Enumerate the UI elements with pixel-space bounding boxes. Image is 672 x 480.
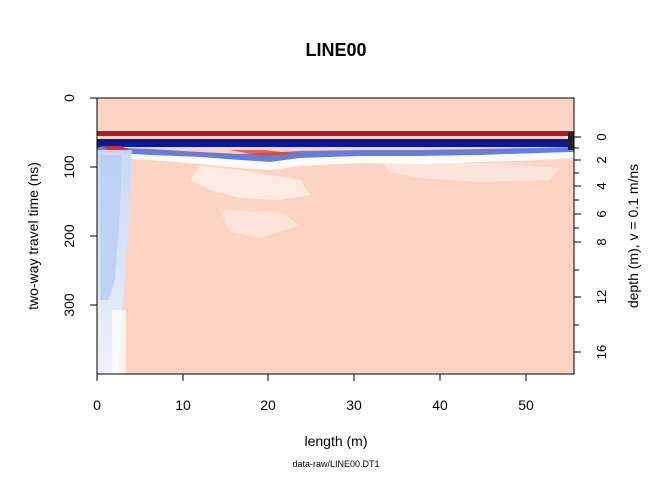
right-edge-mark (568, 132, 574, 150)
depth-tick-12: 12 (574, 290, 609, 304)
y-tick-200: 200 (61, 224, 97, 248)
depth-tick-2: 2 (574, 156, 609, 164)
depth-tick-label-16: 16 (594, 345, 609, 359)
x-axis-label: length (m) (304, 433, 367, 449)
chart-subtitle: data-raw/LINE00.DT1 (292, 459, 379, 469)
x-tick-30: 30 (346, 374, 362, 413)
y-tick-label-100: 100 (61, 155, 77, 179)
ground-wave-lower (97, 147, 574, 162)
depth-tick-4: 4 (574, 182, 609, 190)
x-axis: 0 10 20 30 40 50 length (m) (93, 374, 534, 449)
radargram-image (97, 98, 574, 374)
depth-tick-0: 0 (574, 133, 609, 141)
red-reflection-2 (230, 150, 300, 156)
depth-tick-6: 6 (574, 210, 609, 218)
depth-tick-16: 16 (574, 345, 609, 359)
red-reflection (100, 146, 130, 151)
left-white-strip (112, 310, 126, 374)
y-axis-right-label: depth (m), v = 0.1 m/ns (625, 164, 641, 308)
depth-tick-8: 8 (574, 238, 609, 246)
y-axis-right: 0 2 4 6 8 12 16 (573, 133, 641, 360)
y-tick-100: 100 (61, 155, 97, 179)
y-tick-label-300: 300 (61, 293, 77, 317)
white-anomaly-3 (220, 210, 300, 238)
y-axis-label: two-way travel time (ns) (25, 162, 41, 310)
y-tick-0: 0 (61, 94, 97, 102)
depth-minor-ticks (574, 147, 579, 326)
depth-tick-label-2: 2 (594, 156, 609, 163)
depth-tick-label-12: 12 (594, 290, 609, 304)
y-tick-label-200: 200 (61, 224, 77, 248)
x-tick-label-30: 30 (346, 397, 362, 413)
x-tick-10: 10 (175, 374, 191, 413)
depth-tick-label-6: 6 (594, 210, 609, 217)
x-tick-0: 0 (93, 374, 101, 413)
x-tick-50: 50 (518, 374, 534, 413)
ground-wave-white (97, 152, 574, 170)
depth-tick-label-0: 0 (594, 133, 609, 140)
ground-wave-band (97, 139, 574, 147)
y-tick-label-0: 0 (61, 94, 77, 102)
x-tick-40: 40 (432, 374, 448, 413)
x-tick-label-20: 20 (260, 397, 276, 413)
air-wave-band (97, 131, 574, 136)
chart-title: LINE00 (305, 40, 366, 60)
x-tick-label-10: 10 (175, 397, 191, 413)
x-tick-label-40: 40 (432, 397, 448, 413)
x-tick-label-0: 0 (93, 397, 101, 413)
depth-tick-label-4: 4 (594, 182, 609, 189)
x-tick-20: 20 (260, 374, 276, 413)
y-tick-300: 300 (61, 293, 97, 317)
white-anomaly (190, 166, 310, 200)
y-axis-left: 0 100 200 300 two-way travel time (ns) (25, 94, 97, 317)
white-anomaly-2 (380, 160, 560, 182)
x-tick-label-50: 50 (518, 397, 534, 413)
depth-tick-label-8: 8 (594, 238, 609, 245)
left-blue-core (100, 155, 122, 300)
